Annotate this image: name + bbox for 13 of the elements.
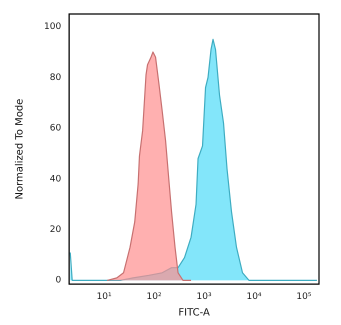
x-tick-label: 10³ bbox=[196, 292, 212, 302]
x-tick-label: 10² bbox=[146, 292, 162, 302]
y-tick-label: 60 bbox=[50, 124, 62, 134]
y-tick-label: 0 bbox=[55, 276, 62, 286]
y-tick-label: 80 bbox=[50, 72, 62, 83]
y-axis-title: Normalized To Mode bbox=[14, 98, 26, 200]
x-axis-title: FITC-A bbox=[178, 308, 210, 319]
y-tick-label: 20 bbox=[50, 224, 62, 235]
x-tick-label: 10⁵ bbox=[296, 292, 312, 302]
x-tick-label: 10⁴ bbox=[246, 292, 262, 302]
y-tick-label: 100 bbox=[44, 22, 62, 32]
x-tick-label: 10¹ bbox=[96, 292, 112, 302]
y-tick-label: 40 bbox=[50, 174, 62, 184]
